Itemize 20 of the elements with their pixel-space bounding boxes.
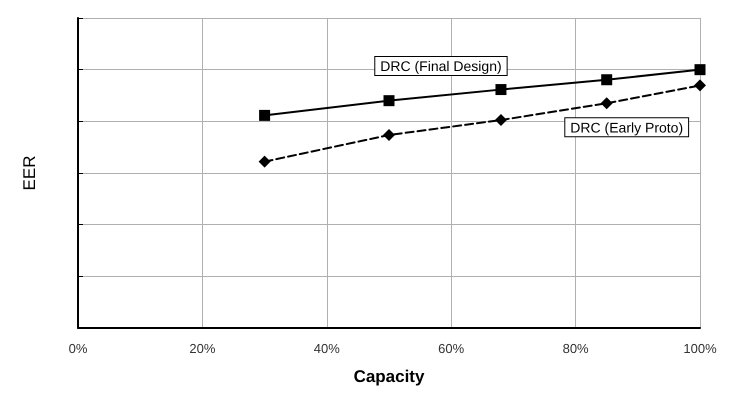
point: [694, 64, 706, 76]
x-axis-title: Capacity: [354, 367, 425, 386]
x-tick-label: 0%: [68, 341, 88, 356]
point: [384, 95, 394, 106]
x-tick-label: 60%: [438, 341, 465, 356]
point: [600, 97, 613, 110]
point: [258, 156, 271, 168]
series-label: DRC (Final Design): [380, 58, 502, 74]
point: [601, 74, 612, 86]
point: [495, 84, 506, 96]
x-tick-label: 80%: [562, 341, 590, 356]
x-tick-label: 20%: [189, 341, 216, 356]
point: [383, 129, 395, 142]
x-tick-label: 100%: [683, 341, 718, 356]
series-label: DRC (Early Proto): [570, 119, 684, 136]
point: [694, 79, 706, 92]
point: [494, 114, 507, 126]
x-tick-label: 40%: [314, 341, 340, 356]
y-axis-title: EER: [20, 156, 39, 190]
point: [259, 110, 270, 121]
